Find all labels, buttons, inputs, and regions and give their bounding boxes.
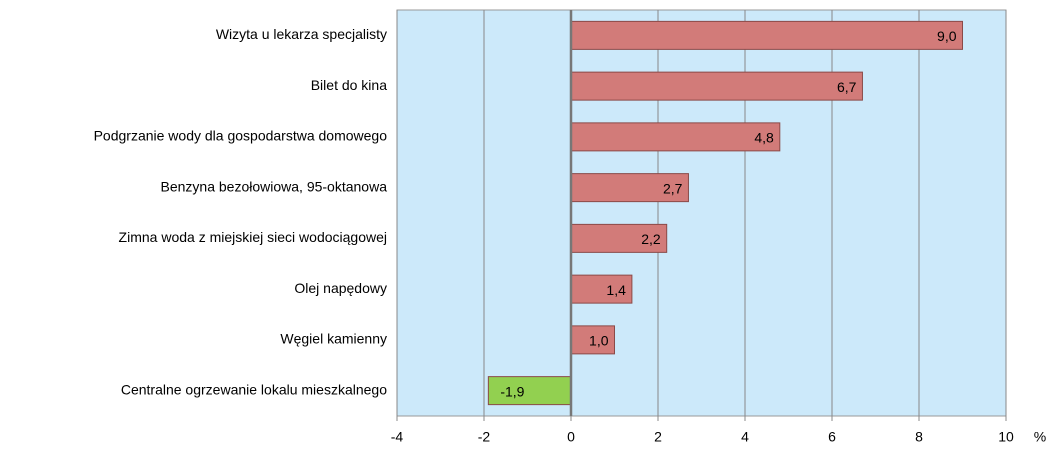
bar (570, 274, 633, 304)
value-label: 2,2 (641, 231, 661, 247)
bar (570, 122, 781, 152)
y-tick-label: Zimna woda z miejskiej sieci wodociągowe… (119, 229, 387, 245)
value-label: 6,7 (837, 79, 857, 95)
bar (487, 376, 572, 406)
x-tick-label: 2 (654, 429, 662, 445)
x-tick-label: 8 (915, 429, 923, 445)
y-tick-label: Podgrzanie wody dla gospodarstwa domoweg… (94, 128, 388, 144)
x-tick-label: 4 (741, 429, 749, 445)
value-label: 4,8 (754, 130, 774, 146)
x-tick-label: -4 (391, 429, 404, 445)
value-label: 2,7 (663, 180, 683, 196)
bar (570, 325, 615, 355)
x-tick-label: 0 (567, 429, 575, 445)
x-tick-label: 10 (998, 429, 1014, 445)
bar (570, 20, 963, 50)
value-label: 9,0 (937, 28, 957, 44)
value-label: -1,9 (500, 383, 524, 399)
bar (570, 71, 863, 101)
y-tick-label: Centralne ogrzewanie lokalu mieszkalnego (121, 381, 387, 397)
y-tick-label: Węgiel kamienny (280, 331, 387, 347)
plot-area (396, 9, 1007, 417)
y-tick-label: Bilet do kina (311, 77, 387, 93)
value-label: 1,4 (606, 282, 626, 298)
value-label: 1,0 (589, 333, 609, 349)
bar (570, 173, 689, 203)
bar (570, 223, 668, 253)
y-tick-label: Wizyta u lekarza specjalisty (216, 26, 387, 42)
x-tick-label: 6 (828, 429, 836, 445)
x-axis-unit: % (1034, 429, 1046, 445)
y-tick-label: Benzyna bezołowiowa, 95-oktanowa (161, 178, 388, 194)
y-tick-label: Olej napędowy (294, 280, 387, 296)
x-tick-label: -2 (478, 429, 491, 445)
